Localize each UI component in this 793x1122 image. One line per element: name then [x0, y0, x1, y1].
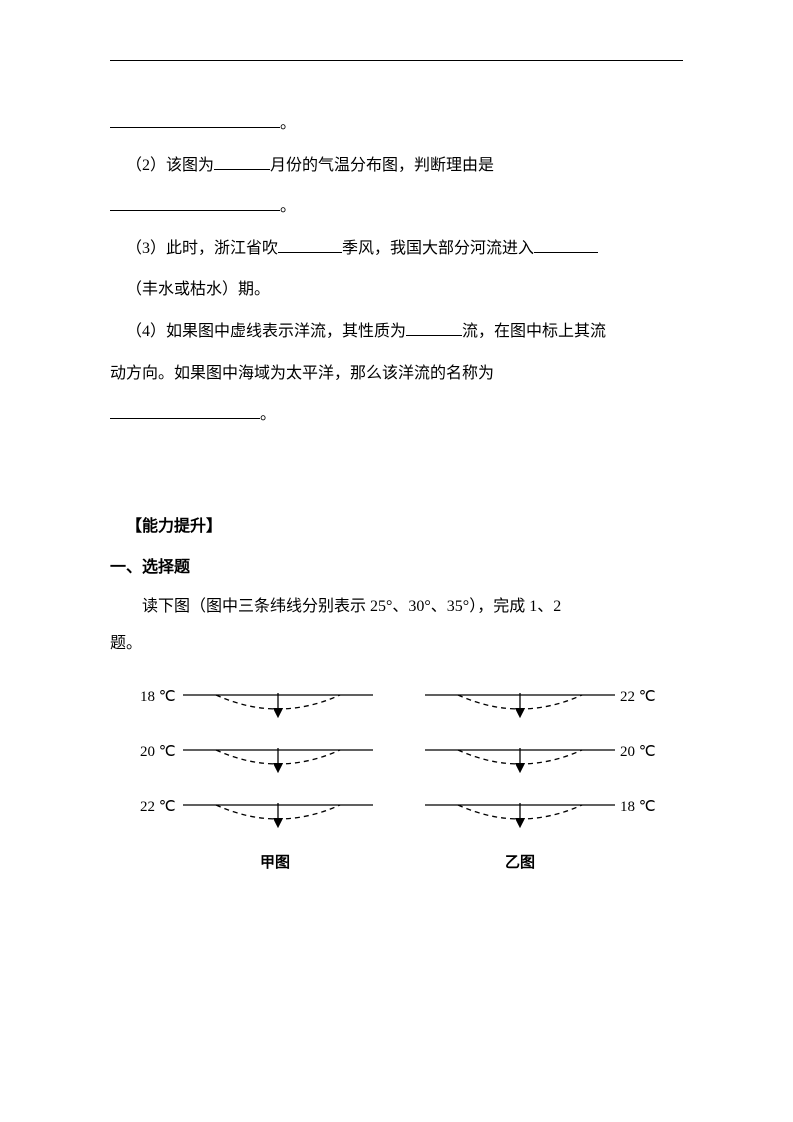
intro-b: 题。 — [110, 635, 142, 652]
section2-heading: 【能力提升】 — [110, 506, 683, 548]
temp-label-l-2: 22 ℃ — [140, 797, 176, 816]
q4-tail: 。 — [260, 406, 276, 423]
q2-line2: 。 — [110, 186, 683, 228]
q4-mid-a: 流，在图中标上其流 — [462, 323, 606, 340]
diagram-area: 18 ℃ 20 ℃ 22 ℃ — [110, 683, 683, 943]
intro-a: 读下图（图中三条纬线分别表示 25°、30°、35°），完成 1、2 — [142, 598, 561, 615]
blank-fill — [406, 320, 462, 336]
section-gap — [110, 436, 683, 506]
section2-subheading: 一、选择题 — [110, 547, 683, 589]
q3-mid: 季风，我国大部分河流进入 — [342, 240, 534, 257]
q3-pre: （3）此时，浙江省吹 — [126, 240, 278, 257]
top-horizontal-rule — [110, 60, 683, 61]
diagram-right-svg — [420, 683, 650, 863]
section2: 【能力提升】 一、选择题 读下图（图中三条纬线分别表示 25°、30°、35°）… — [110, 506, 683, 663]
blank-fill — [110, 112, 280, 128]
temp-label-l-1: 20 ℃ — [140, 742, 176, 761]
blank-fill — [214, 154, 270, 170]
diagram-left: 18 ℃ 20 ℃ 22 ℃ — [140, 683, 400, 863]
blank-fill — [278, 237, 342, 253]
q3-line1: （3）此时，浙江省吹 季风，我国大部分河流进入 — [110, 228, 683, 270]
q4-pre: （4）如果图中虚线表示洋流，其性质为 — [126, 323, 406, 340]
caption-right: 乙图 — [505, 851, 535, 872]
temp-label-r-0: 22 ℃ — [620, 687, 656, 706]
q2-pre: （2）该图为 — [126, 157, 214, 174]
q1-tail: 。 — [280, 115, 296, 132]
q4-line1: （4）如果图中虚线表示洋流，其性质为 流，在图中标上其流 — [110, 311, 683, 353]
q3-line2: （丰水或枯水）期。 — [110, 269, 683, 311]
section2-intro-wrap: 读下图（图中三条纬线分别表示 25°、30°、35°），完成 1、2 题。 — [110, 589, 683, 663]
q2-line1: （2）该图为 月份的气温分布图，判断理由是 — [110, 145, 683, 187]
q4-line2: 动方向。如果图中海域为太平洋，那么该洋流的名称为 — [110, 353, 683, 395]
q2-tail: 。 — [280, 198, 296, 215]
q1-tail-line: 。 — [110, 103, 683, 145]
q4-line3: 。 — [110, 394, 683, 436]
temp-label-l-0: 18 ℃ — [140, 687, 176, 706]
question-block: 。 （2）该图为 月份的气温分布图，判断理由是 。 （3）此时，浙江省吹 季风，我国… — [110, 103, 683, 436]
temp-label-r-1: 20 ℃ — [620, 742, 656, 761]
q2-mid: 月份的气温分布图，判断理由是 — [270, 157, 494, 174]
q3-tail: （丰水或枯水）期。 — [126, 281, 270, 298]
blank-fill — [110, 403, 260, 419]
blank-fill — [534, 237, 598, 253]
caption-left: 甲图 — [260, 851, 290, 872]
temp-label-r-2: 18 ℃ — [620, 797, 656, 816]
q4-mid-b: 动方向。如果图中海域为太平洋，那么该洋流的名称为 — [110, 365, 494, 382]
diagram-left-svg — [178, 683, 408, 863]
blank-fill — [110, 195, 280, 211]
page-container: 。 （2）该图为 月份的气温分布图，判断理由是 。 （3）此时，浙江省吹 季风，我国… — [0, 0, 793, 1003]
diagram-right: 22 ℃ 20 ℃ 18 ℃ 乙图 — [420, 683, 680, 863]
